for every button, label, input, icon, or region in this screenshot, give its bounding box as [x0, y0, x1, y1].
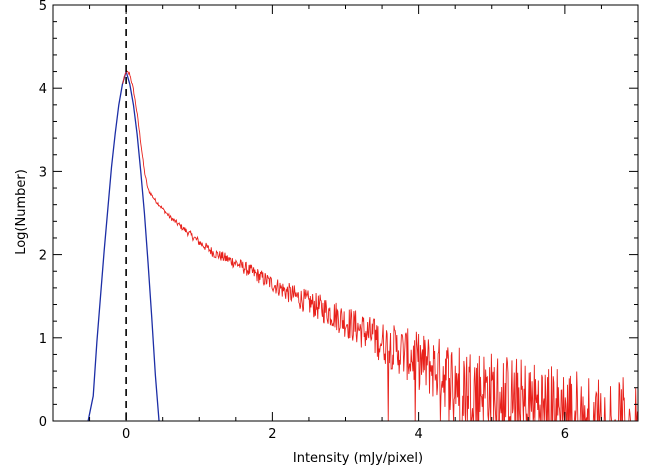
y-axis-label: Log(Number): [14, 169, 29, 255]
x-tick-label: 4: [414, 427, 422, 442]
y-tick-label: 5: [39, 0, 47, 14]
x-tick-label: 0: [122, 427, 130, 442]
plot-frame: [52, 4, 639, 422]
x-tick-label: 6: [561, 427, 569, 442]
y-tick-label: 0: [39, 415, 47, 430]
series-line-2: [122, 69, 638, 421]
axes: 0 2 4 6 0 1 2 3 4 5: [39, 0, 639, 442]
y-tick-label: 1: [39, 332, 47, 347]
x-axis-label: Intensity (mJy/pixel): [293, 451, 423, 466]
series-line-1: [87, 69, 160, 421]
y-tick-label: 4: [39, 82, 47, 97]
x-tick-label: 2: [268, 427, 276, 442]
y-tick-label: 2: [39, 249, 47, 264]
plot-area: [87, 5, 638, 421]
y-tick-label: 3: [39, 165, 47, 180]
